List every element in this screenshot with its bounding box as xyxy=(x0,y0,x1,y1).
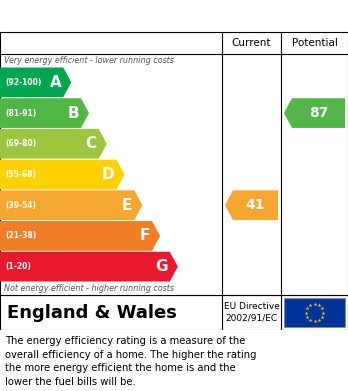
Text: England & Wales: England & Wales xyxy=(7,303,177,321)
Text: (1-20): (1-20) xyxy=(5,262,31,271)
Text: Current: Current xyxy=(232,38,271,48)
Polygon shape xyxy=(0,252,178,282)
Bar xyxy=(284,298,345,327)
Text: Very energy efficient - lower running costs: Very energy efficient - lower running co… xyxy=(4,56,174,65)
Text: 41: 41 xyxy=(246,198,265,212)
Polygon shape xyxy=(284,98,345,128)
Text: (21-38): (21-38) xyxy=(5,231,36,240)
Text: B: B xyxy=(68,106,79,120)
Text: (55-68): (55-68) xyxy=(5,170,36,179)
Text: (92-100): (92-100) xyxy=(5,78,41,87)
Text: 87: 87 xyxy=(309,106,328,120)
Text: EU Directive
2002/91/EC: EU Directive 2002/91/EC xyxy=(223,302,279,323)
Text: F: F xyxy=(140,228,150,244)
Text: Potential: Potential xyxy=(292,38,338,48)
Text: (69-80): (69-80) xyxy=(5,139,36,148)
Text: E: E xyxy=(122,198,132,213)
Text: D: D xyxy=(102,167,114,182)
Polygon shape xyxy=(0,129,107,159)
Polygon shape xyxy=(0,221,160,251)
Polygon shape xyxy=(0,190,142,220)
Polygon shape xyxy=(0,68,71,97)
Polygon shape xyxy=(0,160,125,189)
Text: The energy efficiency rating is a measure of the
overall efficiency of a home. T: The energy efficiency rating is a measur… xyxy=(5,336,256,387)
Text: A: A xyxy=(49,75,61,90)
Text: C: C xyxy=(86,136,97,151)
Text: Energy Efficiency Rating: Energy Efficiency Rating xyxy=(7,7,236,25)
Text: Not energy efficient - higher running costs: Not energy efficient - higher running co… xyxy=(4,284,174,293)
Text: G: G xyxy=(155,259,168,274)
Text: (39-54): (39-54) xyxy=(5,201,36,210)
Polygon shape xyxy=(0,98,89,128)
Polygon shape xyxy=(225,190,278,220)
Text: (81-91): (81-91) xyxy=(5,109,36,118)
